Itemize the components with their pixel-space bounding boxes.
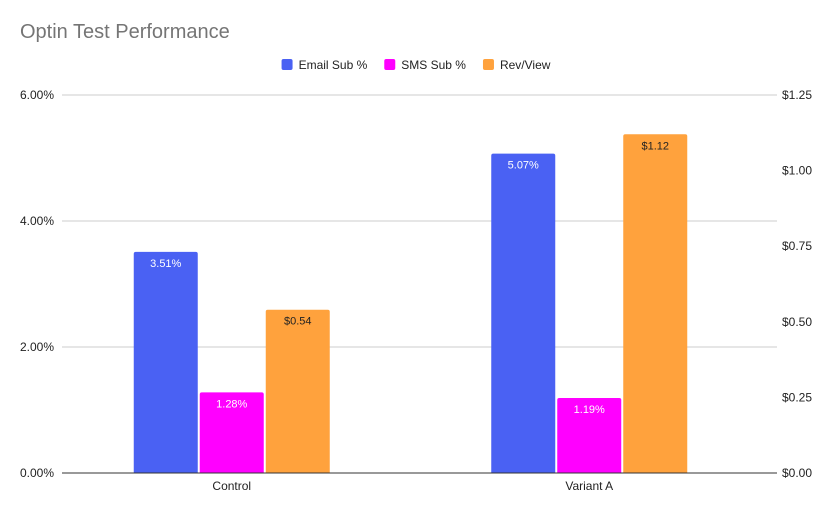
bar-rev-view-variant-a [623,134,688,473]
right-axis-tick-label: $1.00 [782,164,812,178]
right-axis-ticks: $0.00 $0.25 $0.50 $0.75 $1.00 $1.25 [782,88,812,480]
bar-data-label: 3.51% [150,258,181,270]
right-axis-tick-label: $0.75 [782,239,812,253]
left-axis-ticks: 0.00% 2.00% 4.00% 6.00% [20,88,54,480]
legend-label: Rev/View [500,58,551,72]
legend-label: SMS Sub % [401,58,466,72]
bar-data-label: 5.07% [508,160,539,172]
left-axis-tick-label: 4.00% [20,214,54,228]
bars [133,134,688,473]
category-label: Variant A [565,479,613,493]
bar-sms-sub-control [199,392,264,473]
chart-title: Optin Test Performance [20,21,230,43]
legend-swatch [281,59,293,70]
bar-data-label: 1.28% [216,398,247,410]
bar-data-label: $1.12 [641,140,669,152]
legend: Email Sub % SMS Sub % Rev/View [281,58,551,72]
bar-sms-sub-variant-a [557,398,622,473]
legend-swatch [482,59,494,70]
bar-rev-view-control [265,309,330,473]
bar-data-labels: 3.51% 1.28% $0.54 5.07% 1.19% $1.12 [150,140,669,416]
category-labels: Control Variant A [212,479,613,493]
category-label: Control [212,479,251,493]
right-axis-tick-label: $1.25 [782,88,812,102]
left-axis-tick-label: 6.00% [20,88,54,102]
right-axis-tick-label: $0.50 [782,315,812,329]
legend-swatch [384,59,396,70]
left-axis-tick-label: 0.00% [20,466,54,480]
left-axis-tick-label: 2.00% [20,340,54,354]
bar-email-sub-control [133,251,198,473]
bar-email-sub-variant-a [491,153,556,473]
bar-data-label: $0.54 [284,316,312,328]
bar-data-label: 1.19% [574,404,605,416]
right-axis-tick-label: $0.25 [782,390,812,404]
right-axis-tick-label: $0.00 [782,466,812,480]
legend-label: Email Sub % [299,58,368,72]
